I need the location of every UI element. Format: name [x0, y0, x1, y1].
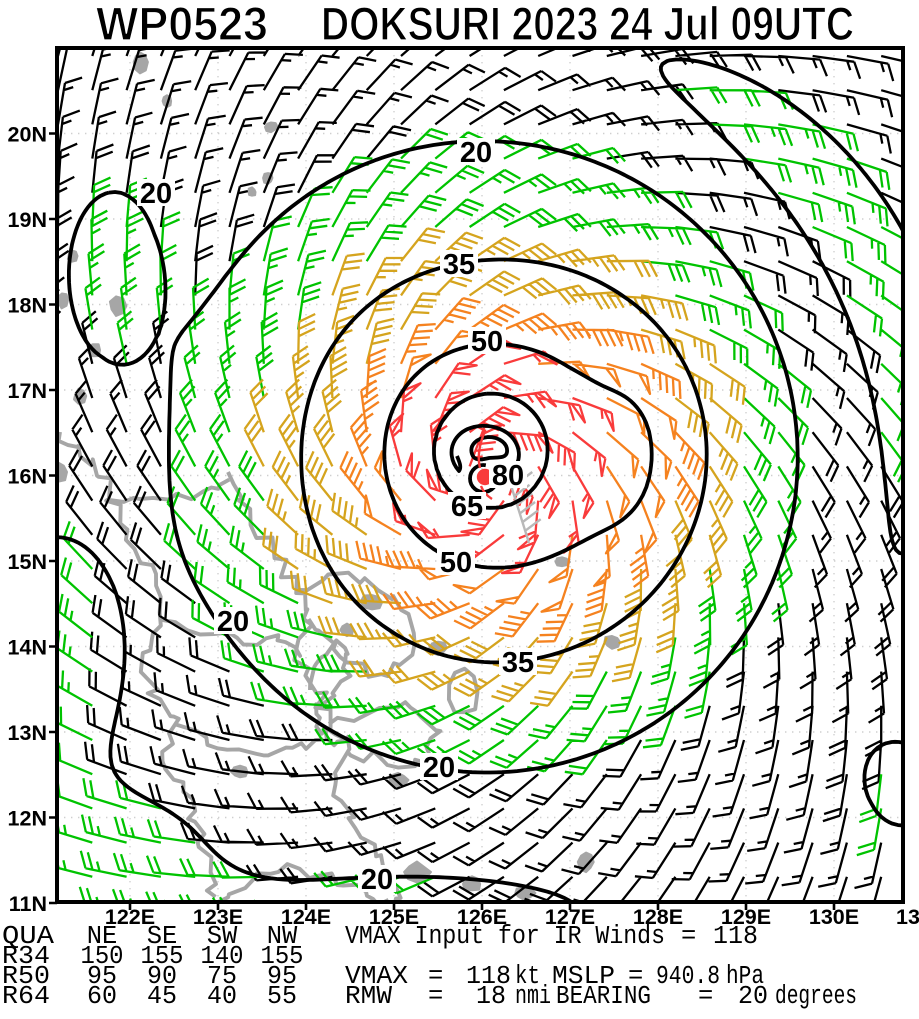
svg-text:MSLP: MSLP	[552, 962, 615, 991]
svg-text:118: 118	[466, 962, 511, 991]
svg-text:NE: NE	[87, 922, 118, 951]
svg-text:20: 20	[460, 137, 492, 169]
svg-text:940.8: 940.8	[656, 962, 720, 991]
svg-text:QUA: QUA	[2, 922, 55, 951]
svg-text:90: 90	[147, 962, 177, 991]
svg-text:VMAX: VMAX	[345, 962, 408, 991]
svg-text:SW: SW	[207, 922, 238, 951]
svg-text:140: 140	[201, 942, 244, 971]
svg-text:15N: 15N	[8, 550, 47, 574]
svg-text:BEARING: BEARING	[556, 982, 651, 1011]
svg-text:kt: kt	[515, 962, 540, 991]
svg-text:20: 20	[217, 606, 249, 638]
svg-text:17N: 17N	[8, 379, 47, 403]
svg-text:80: 80	[492, 460, 524, 492]
svg-text:75: 75	[207, 962, 237, 991]
svg-text:20: 20	[738, 982, 768, 1011]
svg-text:20: 20	[423, 752, 455, 784]
svg-text:degrees: degrees	[775, 982, 857, 1011]
svg-text:155: 155	[141, 942, 184, 971]
svg-text:60: 60	[87, 982, 117, 1011]
svg-text:=: =	[428, 982, 443, 1011]
svg-text:118: 118	[713, 922, 758, 951]
svg-text:50: 50	[471, 326, 503, 358]
svg-text:50: 50	[440, 547, 472, 579]
svg-text:14N: 14N	[8, 636, 47, 660]
svg-text:150: 150	[81, 942, 124, 971]
svg-text:RMW: RMW	[345, 982, 393, 1011]
svg-text:SE: SE	[147, 922, 178, 951]
svg-text:NW: NW	[267, 922, 298, 951]
svg-text:18N: 18N	[8, 294, 47, 318]
svg-text:VMAX Input for IR Winds: VMAX Input for IR Winds	[345, 922, 665, 951]
svg-text:35: 35	[502, 647, 534, 679]
svg-text:hPa: hPa	[726, 962, 764, 991]
svg-text:95: 95	[267, 962, 297, 991]
svg-text:20N: 20N	[8, 123, 47, 147]
svg-text:=: =	[628, 962, 643, 991]
svg-text:95: 95	[87, 962, 117, 991]
svg-text:155: 155	[261, 942, 304, 971]
svg-text:WP0523: WP0523	[96, 0, 268, 50]
svg-text:11N: 11N	[9, 892, 47, 916]
svg-text:40: 40	[207, 982, 237, 1011]
svg-text:R64: R64	[2, 982, 50, 1011]
svg-text:13N: 13N	[8, 721, 47, 745]
svg-text:20: 20	[140, 178, 172, 210]
svg-text:55: 55	[267, 982, 297, 1011]
svg-text:DOKSURI 2023 24 Jul 09UTC: DOKSURI 2023 24 Jul 09UTC	[321, 0, 854, 50]
svg-text:nmi: nmi	[515, 982, 551, 1011]
svg-text:=: =	[698, 982, 713, 1011]
svg-text:=: =	[428, 962, 443, 991]
svg-text:35: 35	[443, 249, 475, 281]
svg-text:R50: R50	[2, 962, 50, 991]
svg-text:13: 13	[896, 905, 919, 929]
svg-text:=: =	[681, 922, 696, 951]
svg-text:18: 18	[476, 982, 506, 1011]
svg-text:19N: 19N	[8, 208, 47, 232]
svg-text:20: 20	[361, 864, 393, 896]
svg-text:45: 45	[147, 982, 177, 1011]
svg-text:12N: 12N	[8, 807, 47, 831]
svg-text:65: 65	[451, 491, 483, 523]
svg-text:16N: 16N	[8, 465, 47, 489]
svg-text:R34: R34	[2, 942, 50, 971]
